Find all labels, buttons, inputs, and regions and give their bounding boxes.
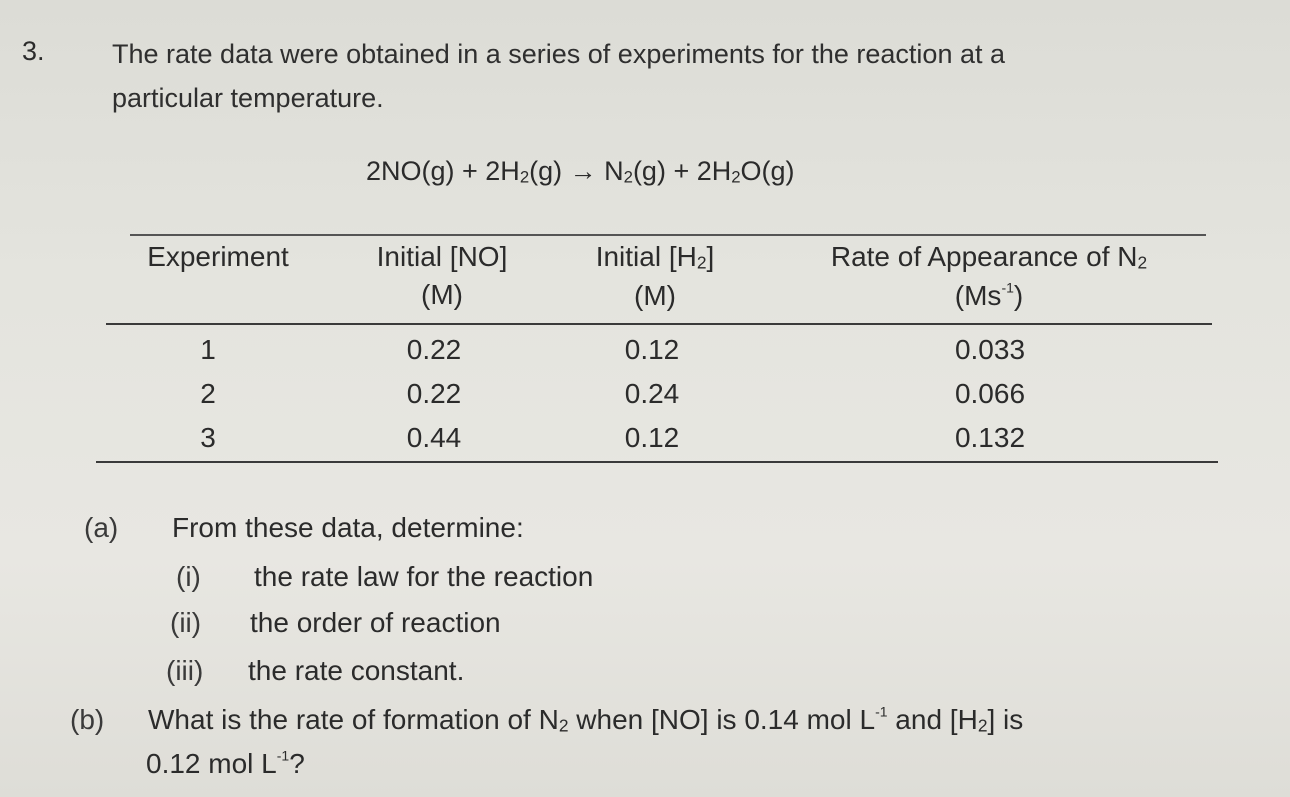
part-a-item-text: the order of reaction	[250, 607, 501, 638]
reaction-equation: 2NO(g) + 2H2(g) → N2(g) + 2H2O(g)	[366, 156, 795, 187]
part-a-label: (a)	[84, 512, 119, 543]
intro-line-2: particular temperature.	[112, 83, 384, 113]
intro-line-1: The rate data were obtained in a series …	[112, 39, 1006, 69]
table-top-rule	[130, 234, 1206, 236]
header-rate: Rate of Appearance of N2 (Ms-1)	[830, 241, 1148, 311]
part-a-item-text: the rate constant.	[248, 655, 465, 686]
part-a-text: From these data, determine:	[172, 512, 524, 543]
part-a-item-text: the rate law for the reaction	[254, 561, 594, 592]
cell-initial-no: 0.44	[406, 422, 462, 453]
part-a-item-label: (i)	[176, 561, 201, 592]
header-initial-h2: Initial [H2] (M)	[595, 241, 715, 311]
part-b-question: What is the rate of formation of N2 when…	[148, 703, 1024, 736]
cell-rate: 0.033	[954, 334, 1026, 365]
part-a-item-label: (ii)	[170, 607, 202, 638]
cell-initial-h2: 0.12	[624, 422, 680, 453]
cell-experiment: 1	[200, 334, 216, 365]
cell-experiment: 3	[200, 422, 216, 453]
cell-experiment: 2	[200, 378, 216, 409]
table-header-rule	[106, 323, 1212, 325]
question-number: 3.	[22, 36, 45, 66]
part-b-question-line2: 0.12 mol L-1?	[146, 747, 305, 779]
cell-initial-no: 0.22	[406, 334, 462, 365]
cell-rate: 0.132	[954, 422, 1026, 453]
header-experiment: Experiment	[147, 241, 289, 272]
cell-rate: 0.066	[954, 378, 1026, 409]
cell-initial-h2: 0.12	[624, 334, 680, 365]
cell-initial-no: 0.22	[406, 378, 462, 409]
cell-initial-h2: 0.24	[624, 378, 680, 409]
part-b-label: (b)	[70, 704, 105, 735]
part-a-item-label: (iii)	[166, 655, 204, 686]
header-initial-no: Initial [NO] (M)	[376, 241, 508, 310]
question-intro: The rate data were obtained in a series …	[112, 32, 1005, 120]
table-bottom-rule	[96, 461, 1218, 463]
